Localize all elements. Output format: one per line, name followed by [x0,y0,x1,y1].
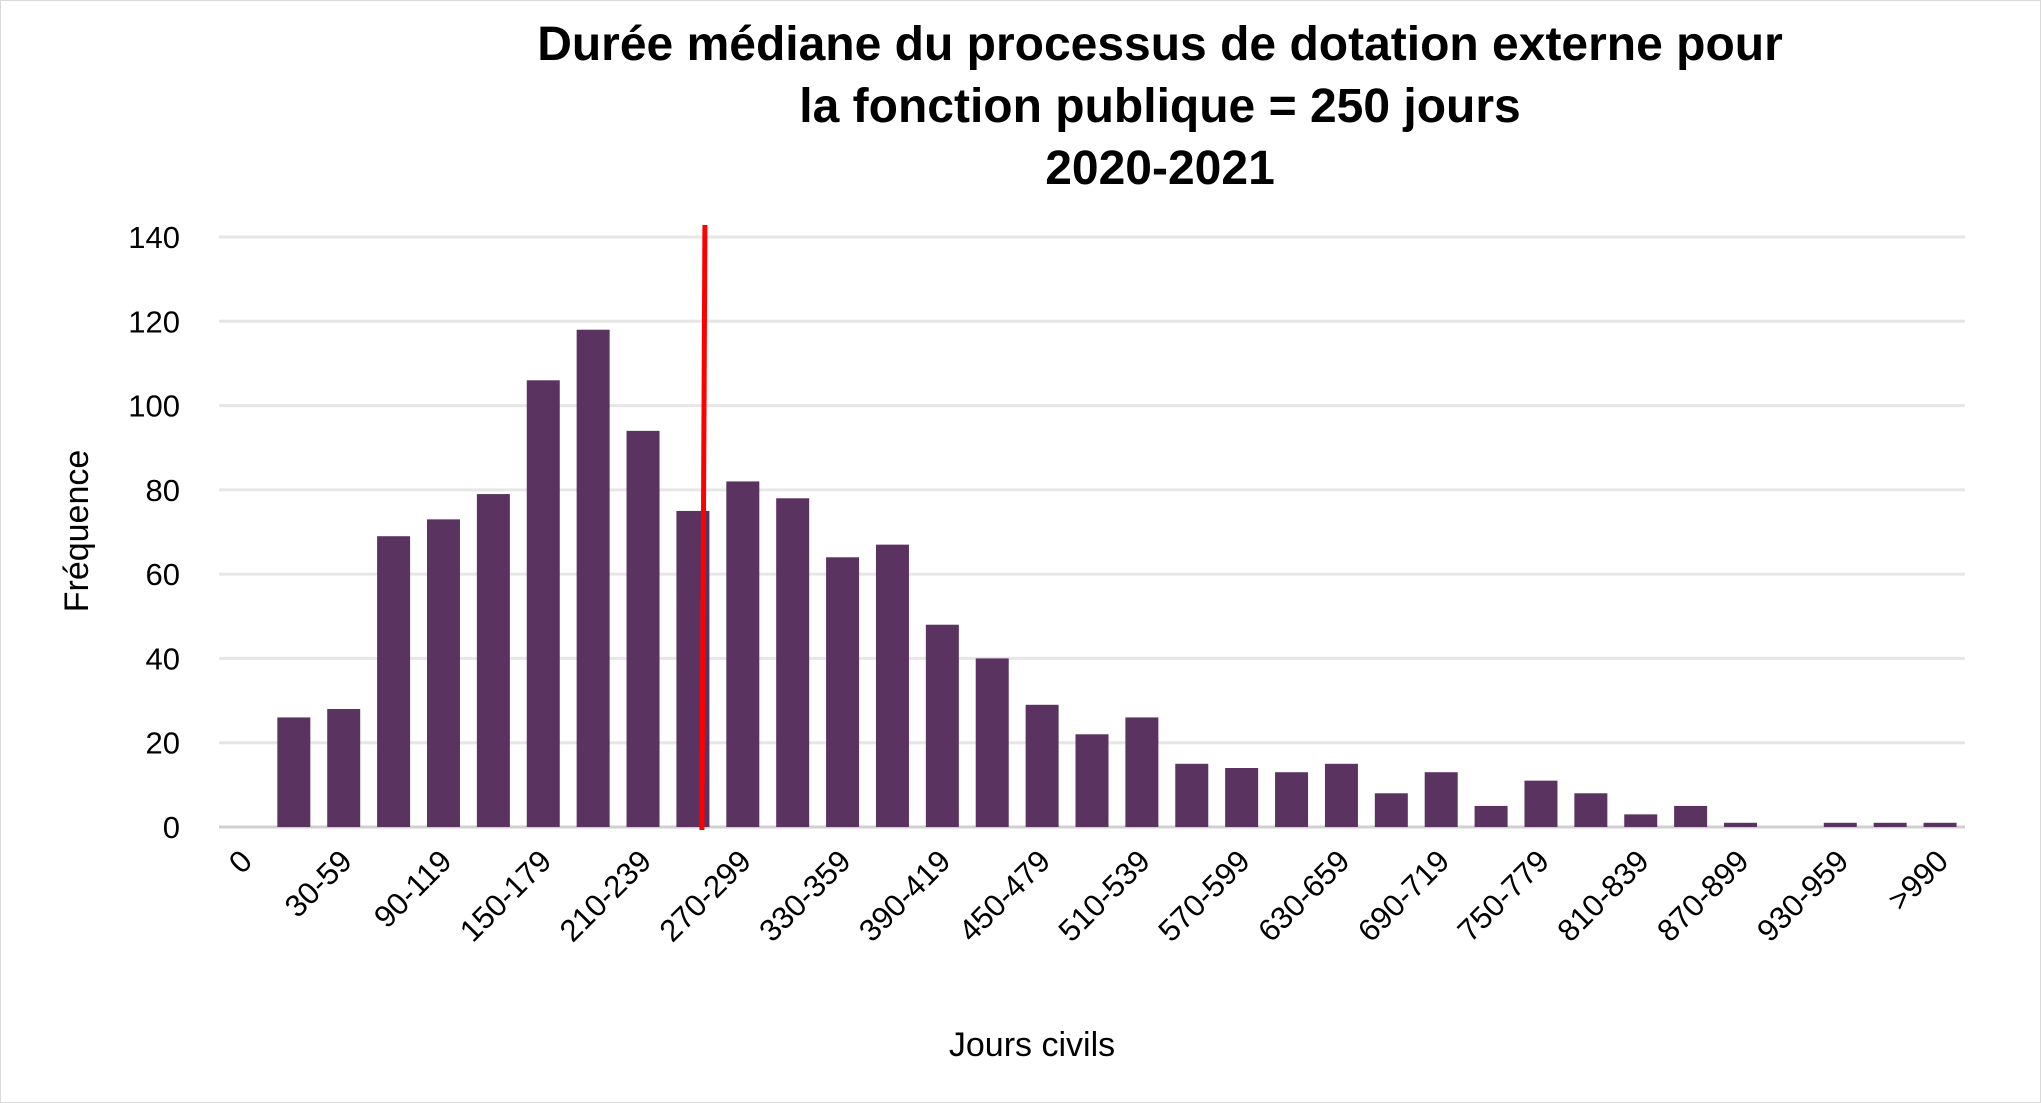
bar [1724,822,1758,827]
y-tick-label: 0 [163,810,180,845]
chart-title: Durée médiane du processus de dotation e… [537,18,1783,195]
x-tick-label: 390-419 [852,843,957,948]
x-tick-label: 810-839 [1550,843,1655,948]
bar [576,329,610,827]
bar [1025,704,1059,827]
x-tick-label: 570-599 [1151,843,1256,948]
bar [1374,793,1408,827]
bar [526,380,560,827]
chart-title-line-2: la fonction publique = 250 jours [799,80,1520,133]
bar [327,709,361,827]
y-tick-label: 20 [146,726,180,761]
y-tick-label: 80 [146,473,180,508]
x-tick-label: 210-239 [553,843,658,948]
y-tick-label: 100 [128,389,180,424]
y-tick-label: 120 [128,304,180,339]
x-tick-label: 930-959 [1750,843,1855,948]
bar [1524,780,1558,827]
bar [1225,768,1259,827]
x-tick-label: 630-659 [1251,843,1356,948]
bar [377,536,411,827]
bar [1574,793,1608,827]
bar [426,519,460,827]
x-tick-label: >990 [1881,843,1955,917]
y-tick-label: 60 [146,557,180,592]
chart-title-line-1: Durée médiane du processus de dotation e… [537,18,1783,71]
bar [975,658,1009,827]
bar [925,624,959,827]
x-tick-label: 150-179 [453,843,558,948]
x-tick-label: 750-779 [1451,843,1556,948]
bar [1674,805,1708,827]
x-tick-label: 870-899 [1650,843,1755,948]
median-line-group [699,224,708,831]
y-tick-label: 140 [128,220,180,255]
x-tick-label: 690-719 [1351,843,1456,948]
bars [277,329,1957,827]
y-tick-label: 40 [146,641,180,676]
x-tick-label: 30-59 [278,843,359,924]
bar [476,494,510,827]
bar [776,498,810,827]
bar [277,717,311,827]
bar [1424,772,1458,827]
x-tick-label: 450-479 [952,843,1057,948]
chart-title-line-3: 2020-2021 [1045,142,1275,195]
y-tick-labels: 0 20 40 60 80 100 120 140 [128,220,180,845]
bar [1324,763,1358,827]
x-tick-label: 90-119 [367,843,458,934]
x-tick-labels: 0 30-59 90-119150-179210-239270-299330-359… [222,843,1955,948]
x-axis-label: Jours civils [949,1026,1115,1064]
x-tick-label: 270-299 [653,843,758,948]
bar [1823,822,1857,827]
bar [1474,805,1508,827]
x-tick-label: 0 [222,843,259,880]
x-tick-label: 510-539 [1052,843,1157,948]
bar [1873,822,1907,827]
x-tick-label: 330-359 [752,843,857,948]
bar [1125,717,1159,827]
bar [1275,772,1309,827]
bar [626,430,660,827]
bar [826,557,860,827]
y-axis-label: Fréquence [58,450,96,613]
median-line [699,224,708,831]
bar [1175,763,1209,827]
bar [1624,814,1658,827]
bar [1923,822,1957,827]
gridlines [219,235,1965,829]
bar [726,481,760,827]
bar [1075,734,1109,827]
bar [875,544,909,827]
